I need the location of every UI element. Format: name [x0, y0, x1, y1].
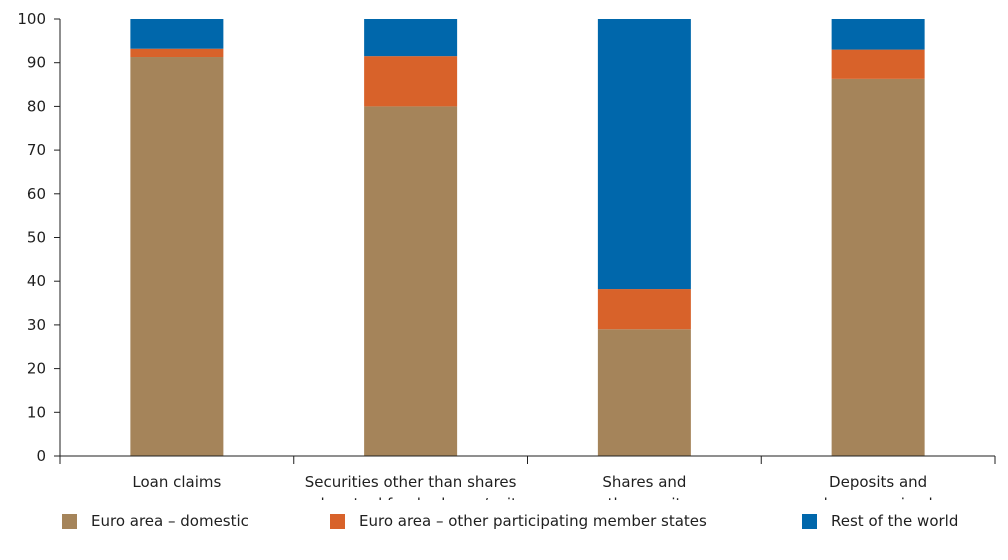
y-axis: 0 10 20 30 40 50 60 70 80 90 100	[17, 10, 61, 465]
legend: Euro area – domestic Euro area – other pa…	[0, 512, 1008, 542]
y-tick-label: 0	[36, 447, 46, 465]
x-category-label: loans received	[824, 495, 933, 500]
y-tick-label: 30	[27, 316, 46, 334]
y-tick-label: 80	[27, 97, 46, 115]
x-category-label: and mutual funds shares/units	[296, 495, 525, 500]
bar-segment	[130, 57, 224, 456]
x-category-label: Loan claims	[132, 473, 221, 491]
y-tick-label: 40	[27, 272, 46, 290]
legend-swatch	[802, 513, 817, 529]
bar-segment	[597, 289, 691, 330]
legend-swatch	[330, 513, 345, 529]
bar-segment	[364, 56, 458, 107]
legend-item: Rest of the world	[802, 512, 958, 530]
y-tick-label: 20	[27, 360, 46, 378]
bar-segment	[364, 106, 458, 457]
bar-segment	[597, 329, 691, 456]
x-axis: Loan claims Securities other than shares a…	[59, 455, 996, 500]
legend-label: Euro area – other participating member s…	[359, 512, 707, 530]
x-category-label: other equity	[598, 495, 690, 500]
y-tick-label: 90	[27, 54, 46, 72]
y-tick-label: 10	[27, 403, 46, 421]
bar-segment	[831, 19, 925, 50]
legend-label: Rest of the world	[831, 512, 959, 530]
legend-item: Euro area – other participating member s…	[330, 512, 707, 530]
stacked-bar-chart: 0 10 20 30 40 50 60 70 80 90 100 Loan claims Securi…	[17, 10, 996, 500]
x-category-label: Deposits and	[829, 473, 927, 491]
bar-segment	[831, 78, 925, 456]
legend-item: Euro area – domestic	[62, 512, 249, 530]
legend-label: Euro area – domestic	[91, 512, 249, 530]
bar-segment	[130, 48, 224, 58]
y-tick-label: 50	[27, 229, 46, 247]
y-tick-label: 60	[27, 185, 46, 203]
bar-segment	[130, 19, 224, 49]
y-tick-label: 70	[27, 141, 46, 159]
y-tick-label: 100	[17, 10, 46, 28]
x-category-label: Shares and	[602, 473, 686, 491]
legend-swatch	[62, 513, 77, 529]
x-category-label: Securities other than shares	[305, 473, 517, 491]
bar-segment	[831, 49, 925, 79]
bars-layer	[130, 19, 925, 457]
bar-segment	[597, 19, 691, 290]
bar-segment	[364, 19, 458, 57]
